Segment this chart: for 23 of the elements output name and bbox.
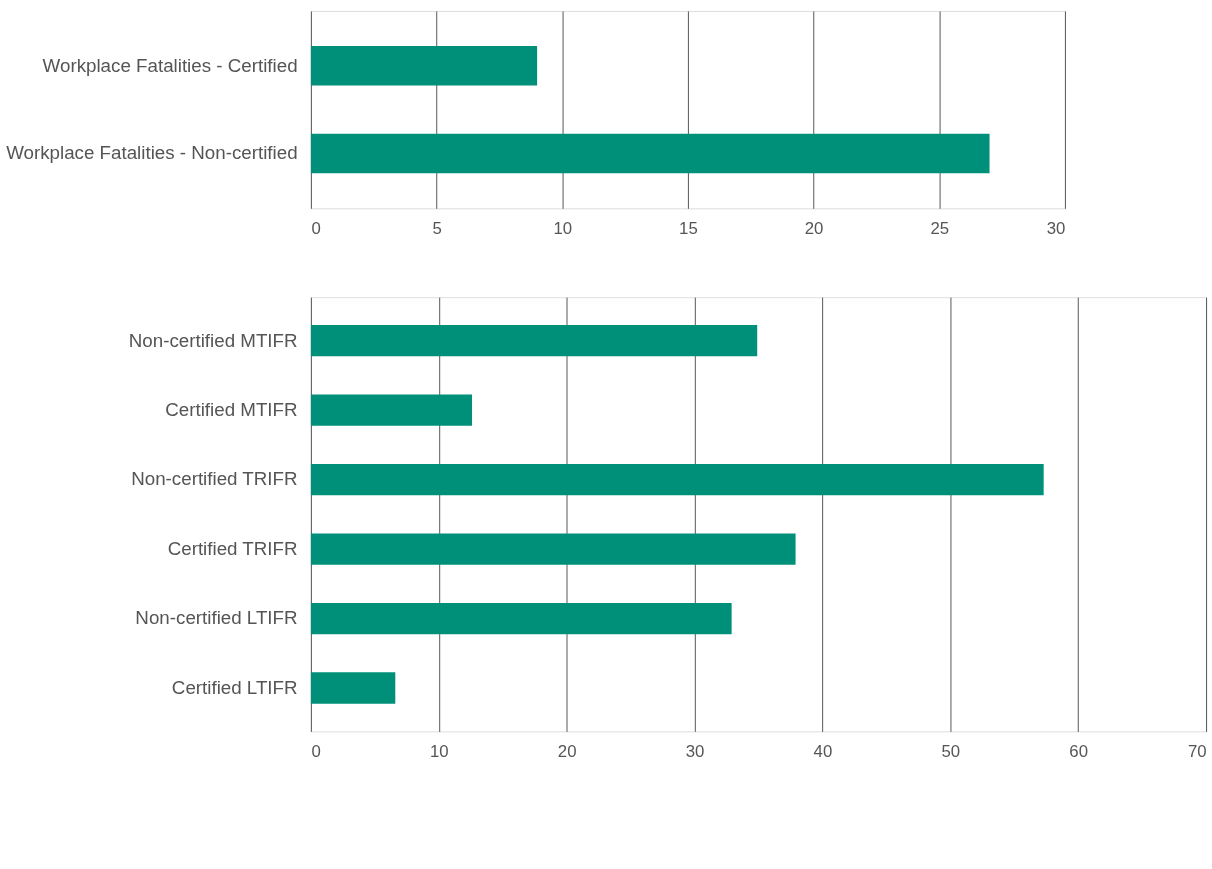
y-tick-label: Certified TRIFR <box>167 537 298 559</box>
x-tick-label: 0 <box>311 741 321 761</box>
y-tick-label: Non-certified LTIFR <box>135 607 298 629</box>
x-tick-label: 60 <box>1069 741 1089 761</box>
x-tick-label: 30 <box>685 741 705 761</box>
x-tick-label: 10 <box>553 218 573 238</box>
x-tick-label: 0 <box>311 218 321 238</box>
y-tick-label: Certified MTIFR <box>165 398 298 420</box>
x-tick-label: 10 <box>429 741 449 761</box>
x-tick-label: 15 <box>679 218 698 238</box>
y-tick-label: Non-certified TRIFR <box>131 468 298 490</box>
x-tick-label: 30 <box>1046 218 1066 238</box>
x-tick-label: 50 <box>941 741 961 761</box>
y-tick-label: Certified LTIFR <box>171 676 298 698</box>
x-tick-label: 70 <box>1187 741 1207 761</box>
x-tick-label: 40 <box>813 741 833 761</box>
x-tick-label: 5 <box>432 218 442 238</box>
x-tick-label: 20 <box>557 741 577 761</box>
y-tick-label: Workplace Fatalities - Certified <box>42 54 298 76</box>
x-tick-label: 20 <box>804 218 824 238</box>
y-tick-label: Workplace Fatalities - Non-certified <box>6 142 298 164</box>
y-tick-label: Non-certified MTIFR <box>128 329 298 351</box>
x-tick-label: 25 <box>930 218 950 238</box>
